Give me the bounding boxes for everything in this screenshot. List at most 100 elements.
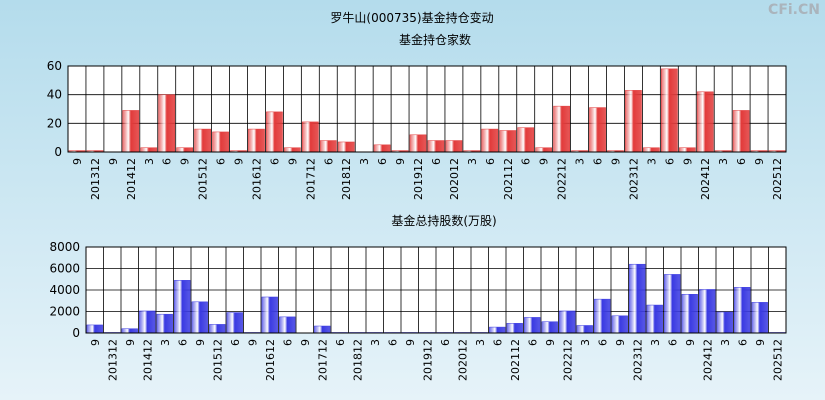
- y-tick-label: 0: [72, 326, 80, 340]
- y-tick-label: 0: [54, 145, 62, 159]
- x-tick-label: 6: [430, 158, 443, 165]
- bar: [248, 128, 265, 153]
- x-tick-label: 201712: [304, 158, 317, 200]
- bar: [139, 310, 156, 334]
- x-tick-label: 202112: [502, 158, 515, 200]
- bar: [506, 323, 523, 334]
- x-tick-label: 3: [369, 339, 382, 346]
- x-tick-label: 9: [233, 158, 246, 165]
- chart-subtitle: 基金持仓家数: [399, 32, 471, 47]
- plot-border: [85, 246, 787, 334]
- bar: [559, 310, 576, 334]
- x-tick-label: 6: [322, 158, 335, 165]
- x-tick-label: 6: [268, 158, 281, 165]
- bar: [499, 130, 517, 153]
- x-tick-label: 201612: [250, 158, 263, 200]
- bar: [643, 147, 660, 153]
- bar: [409, 134, 427, 153]
- x-tick-label: 9: [246, 339, 259, 346]
- bar: [664, 274, 681, 334]
- watermark: CFi.CN: [768, 2, 820, 18]
- bar: [646, 304, 663, 334]
- x-tick-label: 9: [681, 158, 694, 165]
- x-tick-label: 6: [161, 158, 174, 165]
- x-tick-label: 9: [71, 158, 84, 165]
- bar: [261, 296, 278, 334]
- x-tick-label: 3: [579, 339, 592, 346]
- x-tick-label: 202512: [771, 158, 784, 200]
- x-tick-label: 6: [376, 158, 389, 165]
- bar: [716, 311, 733, 334]
- bar: [589, 107, 606, 153]
- x-tick-label: 201812: [351, 339, 364, 381]
- bar: [427, 140, 445, 153]
- x-tick-label: 9: [614, 339, 627, 346]
- y-tick-label: 60: [47, 59, 62, 73]
- plot-border: [67, 65, 787, 153]
- x-tick-label: 202112: [509, 339, 522, 381]
- x-tick-label: 202212: [561, 339, 574, 381]
- bar: [156, 313, 173, 334]
- x-tick-label: 201412: [141, 339, 154, 381]
- x-tick-label: 6: [663, 158, 676, 165]
- x-tick-label: 201512: [197, 158, 210, 200]
- bar: [576, 325, 593, 334]
- x-tick-label: 9: [286, 158, 299, 165]
- chart-subtitle: 基金总持股数(万股): [391, 213, 496, 228]
- x-tick-label: 201912: [421, 339, 434, 381]
- bar: [535, 147, 553, 153]
- x-tick-label: 202012: [448, 158, 461, 200]
- x-tick-label: 3: [358, 158, 371, 165]
- x-tick-label: 201412: [125, 158, 138, 200]
- x-tick-label: 9: [544, 339, 557, 346]
- bar: [524, 317, 541, 334]
- bar: [226, 312, 243, 334]
- bar: [625, 90, 642, 153]
- bar: [176, 147, 194, 153]
- x-tick-label: 9: [754, 339, 767, 346]
- bar: [122, 110, 140, 153]
- bar: [373, 144, 391, 153]
- bar: [541, 321, 558, 334]
- x-tick-label: 9: [194, 339, 207, 346]
- y-tick-label: 8000: [49, 240, 80, 254]
- y-tick-label: 2000: [49, 305, 80, 319]
- bar: [751, 302, 768, 334]
- y-tick-label: 6000: [49, 262, 80, 276]
- bar: [121, 328, 138, 334]
- bar: [301, 121, 319, 153]
- x-tick-label: 6: [735, 158, 748, 165]
- bar: [660, 68, 678, 153]
- x-tick-label: 9: [89, 339, 102, 346]
- x-tick-label: 202312: [627, 158, 640, 200]
- x-tick-label: 201712: [316, 339, 329, 381]
- x-tick-label: 9: [404, 339, 417, 346]
- bar: [212, 131, 229, 153]
- x-tick-label: 6: [386, 339, 399, 346]
- x-tick-label: 3: [649, 339, 662, 346]
- y-tick-label: 40: [47, 88, 62, 102]
- x-tick-label: 6: [229, 339, 242, 346]
- page-title: 罗牛山(000735)基金持仓变动: [330, 10, 493, 25]
- x-tick-label: 9: [179, 158, 192, 165]
- x-tick-label: 9: [124, 339, 137, 346]
- bar: [629, 263, 646, 334]
- x-tick-label: 3: [574, 158, 587, 165]
- bar: [594, 298, 611, 334]
- bar: [319, 140, 337, 153]
- x-tick-label: 6: [334, 339, 347, 346]
- x-tick-label: 6: [592, 158, 605, 165]
- x-tick-label: 201312: [89, 158, 102, 200]
- bar: [489, 326, 506, 334]
- bar: [86, 324, 103, 334]
- x-tick-label: 201512: [211, 339, 224, 381]
- bar: [279, 316, 296, 334]
- x-tick-label: 9: [684, 339, 697, 346]
- x-tick-label: 6: [491, 339, 504, 346]
- x-tick-label: 202412: [699, 158, 712, 200]
- x-tick-label: 201312: [106, 339, 119, 381]
- y-tick-label: 20: [47, 116, 62, 130]
- x-tick-label: 9: [299, 339, 312, 346]
- bar: [481, 128, 499, 153]
